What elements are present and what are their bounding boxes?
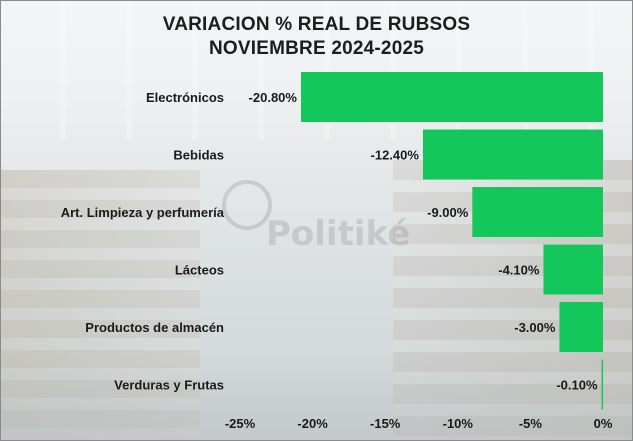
x-tick-label-0: -25% [225, 416, 256, 431]
x-tick-label-3: -10% [443, 416, 474, 431]
chart-title-line-2: NOVIEMBRE 2024-2025 [208, 38, 424, 59]
value-label-3: -4.10% [498, 263, 540, 278]
chart-title-line-1: VARIACION % REAL DE RUBSOS [162, 14, 471, 35]
x-tick-label-2: -15% [370, 416, 401, 431]
x-tick-label-5: 0% [594, 416, 613, 431]
value-label-4: -3.00% [514, 320, 556, 335]
bar-3 [543, 244, 603, 295]
bar-5 [601, 359, 604, 410]
bar-2 [472, 187, 603, 237]
x-tick-label-1: -20% [297, 416, 328, 431]
bar-1 [422, 129, 603, 180]
value-label-5: -0.10% [556, 378, 598, 393]
category-label-3: Lácteos [175, 263, 224, 278]
value-label-2: -9.00% [427, 205, 469, 220]
value-label-1: -12.40% [371, 148, 420, 163]
politike-watermark: Politiké [222, 170, 442, 270]
value-label-0: -20.80% [249, 90, 298, 105]
category-label-2: Art. Limpieza y perfumería [61, 205, 225, 220]
category-label-4: Productos de almacén [85, 320, 224, 335]
background-floor [0, 351, 633, 441]
bar-4 [559, 302, 603, 352]
bar-0 [300, 72, 603, 122]
category-label-5: Verduras y Frutas [114, 378, 224, 393]
x-tick-label-4: -5% [519, 416, 543, 431]
category-label-0: Electrónicos [146, 90, 224, 105]
watermark-circle-icon [222, 180, 272, 230]
watermark-text: Politiké [266, 214, 411, 254]
category-label-1: Bebidas [173, 148, 224, 163]
